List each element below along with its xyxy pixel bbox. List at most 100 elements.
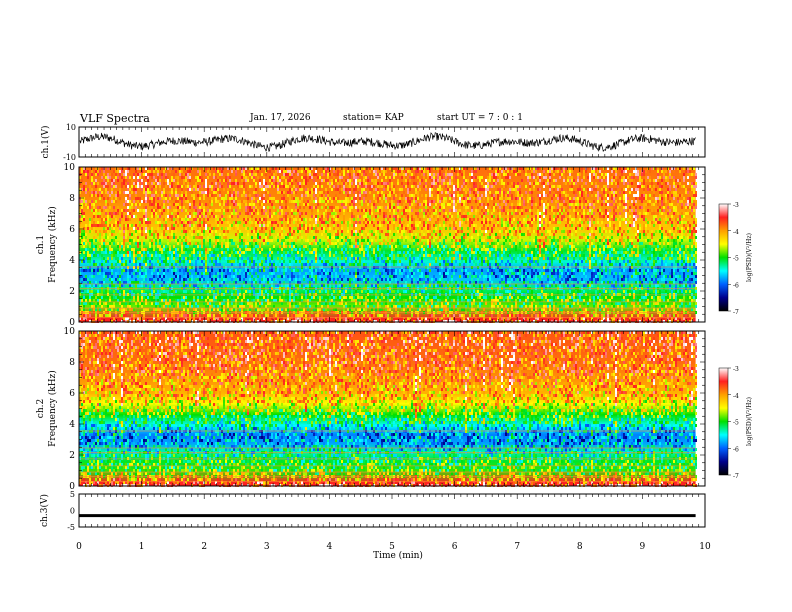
spectrogram-cell bbox=[375, 281, 377, 284]
spectrogram-cell bbox=[289, 188, 291, 191]
spectrogram-cell bbox=[345, 245, 347, 248]
spectrogram-cell bbox=[209, 272, 211, 275]
spectrogram-cell bbox=[269, 236, 271, 239]
spectrogram-cell bbox=[133, 266, 135, 269]
spectrogram-cell bbox=[233, 248, 235, 251]
spectrogram-cell bbox=[137, 317, 139, 320]
spectrogram-cell bbox=[161, 290, 163, 293]
spectrogram-cell bbox=[377, 230, 379, 233]
spectrogram-cell bbox=[177, 185, 179, 188]
spectrogram-cell bbox=[159, 251, 161, 254]
spectrogram-cell bbox=[141, 302, 143, 305]
spectrogram-cell bbox=[267, 239, 269, 242]
spectrogram-cell bbox=[355, 185, 357, 188]
spectrogram-cell bbox=[361, 245, 363, 248]
spectrogram-cell bbox=[367, 275, 369, 278]
spectrogram-cell bbox=[259, 242, 261, 245]
spectrogram-cell bbox=[255, 182, 257, 185]
spectrogram-cell bbox=[367, 239, 369, 242]
spectrogram-cell bbox=[171, 179, 173, 182]
spectrogram-cell bbox=[195, 308, 197, 311]
spectrogram-cell bbox=[383, 173, 385, 176]
spectrogram-cell bbox=[319, 176, 321, 179]
spectrogram-cell bbox=[227, 191, 229, 194]
spectrogram-cell bbox=[83, 257, 85, 260]
spectrogram-cell bbox=[235, 182, 237, 185]
spectrogram-cell bbox=[127, 275, 129, 278]
spectrogram-cell bbox=[81, 209, 83, 212]
spectrogram-cell bbox=[121, 227, 123, 230]
spectrogram-cell bbox=[85, 284, 87, 287]
spectrogram-cell bbox=[359, 179, 361, 182]
spectrogram-cell bbox=[89, 266, 91, 269]
spectrogram-cell bbox=[361, 296, 363, 299]
spectrogram-cell bbox=[319, 188, 321, 191]
spectrogram-cell bbox=[183, 179, 185, 182]
spectrogram-cell bbox=[363, 209, 365, 212]
spectrogram-cell bbox=[185, 179, 187, 182]
spectrogram-cell bbox=[377, 215, 379, 218]
spectrogram-cell bbox=[293, 269, 295, 272]
spectrogram-cell bbox=[265, 278, 267, 281]
spectrogram-cell bbox=[101, 170, 103, 173]
spectrogram-cell bbox=[341, 251, 343, 254]
spectrogram-cell bbox=[157, 188, 159, 191]
spectrogram-cell bbox=[229, 182, 231, 185]
spectrogram-cell bbox=[367, 305, 369, 308]
spectrogram-cell bbox=[237, 251, 239, 254]
spectrogram-cell bbox=[245, 179, 247, 182]
spectrogram-cell bbox=[193, 290, 195, 293]
spectrogram-cell bbox=[345, 284, 347, 287]
spectrogram-cell bbox=[259, 299, 261, 302]
spectrogram-cell bbox=[247, 206, 249, 209]
spectrogram-cell bbox=[97, 242, 99, 245]
spectrogram-cell bbox=[251, 296, 253, 299]
spectrogram-cell bbox=[113, 230, 115, 233]
spectrogram-cell bbox=[117, 170, 119, 173]
spectrogram-cell bbox=[133, 305, 135, 308]
spectrogram-cell bbox=[251, 281, 253, 284]
spectrogram-cell bbox=[343, 245, 345, 248]
spectrogram-cell bbox=[287, 224, 289, 227]
spectrogram-cell bbox=[117, 308, 119, 311]
spectrogram-cell bbox=[93, 245, 95, 248]
spectrogram-cell bbox=[155, 257, 157, 260]
spectrogram-cell bbox=[117, 242, 119, 245]
spectrogram-cell bbox=[311, 278, 313, 281]
spectrogram-cell bbox=[293, 215, 295, 218]
spectrogram-cell bbox=[365, 194, 367, 197]
spectrogram-cell bbox=[313, 203, 315, 206]
spectrogram-cell bbox=[293, 275, 295, 278]
spectrogram-cell bbox=[185, 233, 187, 236]
spectrogram-cell bbox=[193, 284, 195, 287]
spectrogram-cell bbox=[355, 188, 357, 191]
spectrogram-cell bbox=[151, 239, 153, 242]
spectrogram-cell bbox=[107, 176, 109, 179]
spectrogram-cell bbox=[259, 239, 261, 242]
spectrogram-cell bbox=[369, 179, 371, 182]
spectrogram-cell bbox=[371, 242, 373, 245]
spectrogram-cell bbox=[337, 233, 339, 236]
spectrogram-cell bbox=[265, 173, 267, 176]
spectrogram-cell bbox=[293, 284, 295, 287]
spectrogram-cell bbox=[239, 185, 241, 188]
spectrogram-cell bbox=[101, 266, 103, 269]
spectrogram-cell bbox=[227, 239, 229, 242]
spectrogram-cell bbox=[327, 197, 329, 200]
spectrogram-cell bbox=[347, 257, 349, 260]
spectrogram-cell bbox=[103, 227, 105, 230]
spectrogram-cell bbox=[299, 218, 301, 221]
spectrogram-cell bbox=[161, 224, 163, 227]
spectrogram-cell bbox=[359, 257, 361, 260]
spectrogram-cell bbox=[301, 257, 303, 260]
spectrogram-cell bbox=[171, 212, 173, 215]
spectrogram-cell bbox=[275, 212, 277, 215]
spectrogram-cell bbox=[231, 263, 233, 266]
spectrogram-cell bbox=[221, 179, 223, 182]
spectrogram-cell bbox=[147, 176, 149, 179]
spectrogram-cell bbox=[223, 209, 225, 212]
spectrogram-cell bbox=[365, 200, 367, 203]
spectrogram-cell bbox=[311, 260, 313, 263]
spectrogram-cell bbox=[257, 266, 259, 269]
